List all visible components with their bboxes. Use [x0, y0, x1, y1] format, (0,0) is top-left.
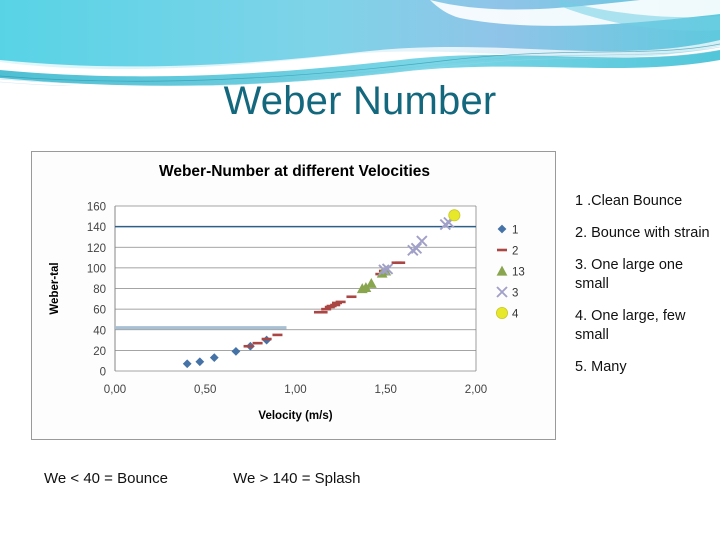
y-tick-label: 120 — [87, 243, 106, 255]
marker-cross — [410, 242, 423, 254]
legend-label: 1 — [512, 225, 518, 237]
marker-triangle — [360, 282, 372, 293]
slide-banner — [0, 0, 720, 86]
caption-splash: We > 140 = Splash — [233, 470, 361, 487]
y-tick-label: 60 — [93, 305, 106, 317]
marker-triangle — [365, 277, 377, 288]
marker-cross — [378, 264, 390, 276]
y-axis-title: Weber-tal — [49, 262, 61, 314]
marker-triangle — [496, 265, 508, 276]
note-item: 3. One large one small — [575, 257, 684, 292]
legend-label: 2 — [512, 246, 518, 258]
legend-entry-2[interactable]: 2 — [497, 246, 518, 258]
series-4 — [448, 209, 461, 222]
marker-circle — [448, 209, 461, 222]
weber-number-scatter-chart: 0 20 40 60 80 100 120 140 160 0,00 0,50 1,00 1,50 2,0… — [49, 202, 525, 423]
y-tick-label: 0 — [100, 367, 106, 379]
x-tick-label: 1,50 — [375, 384, 397, 396]
note-item: 1 .Clean Bounce — [575, 193, 683, 209]
x-tick-label: 0,00 — [104, 384, 126, 396]
caption-bounce: We < 40 = Bounce — [44, 470, 168, 487]
y-tick-label: 40 — [93, 325, 106, 337]
legend-entry-4[interactable]: 4 — [495, 306, 519, 321]
x-tick-label: 1,00 — [284, 384, 306, 396]
chart-title: Weber-Number at different Velocities — [158, 163, 431, 180]
chart-container: Weber-Number at different Velocities 0 20… — [31, 151, 556, 440]
y-tick-label: 80 — [93, 284, 106, 296]
classification-notes: 1 .Clean Bounce 2. Bounce with strain 3.… — [575, 192, 715, 390]
legend-entry-3[interactable]: 3 — [496, 286, 518, 300]
legend-label: 4 — [512, 309, 519, 321]
legend-label: 3 — [512, 288, 518, 300]
y-tick-label: 140 — [87, 222, 106, 234]
marker-circle — [495, 306, 508, 319]
y-tick-label: 100 — [87, 263, 106, 275]
legend-label: 13 — [512, 267, 525, 279]
note-item: 2. Bounce with strain — [575, 225, 710, 241]
marker-cross — [381, 263, 394, 275]
marker-diamond — [497, 224, 507, 234]
note-item: 5. Many — [575, 359, 627, 375]
threshold-caption: We < 40 = Bounce We > 140 = Splash — [44, 470, 544, 487]
x-tick-label: 2,00 — [465, 384, 487, 396]
legend-entry-1[interactable]: 1 — [497, 224, 519, 237]
marker-cross — [496, 286, 508, 298]
x-tick-label: 0,50 — [194, 384, 216, 396]
y-tick-label: 160 — [87, 202, 106, 214]
x-axis-title: Velocity (m/s) — [258, 410, 332, 422]
legend-entry-13[interactable]: 13 — [496, 265, 525, 279]
banner-graphic — [0, 0, 720, 86]
marker-cross — [416, 235, 428, 247]
y-tick-label: 20 — [93, 346, 106, 358]
page-title: Weber Number — [223, 79, 497, 123]
note-item: 4. One large, few small — [575, 308, 686, 343]
